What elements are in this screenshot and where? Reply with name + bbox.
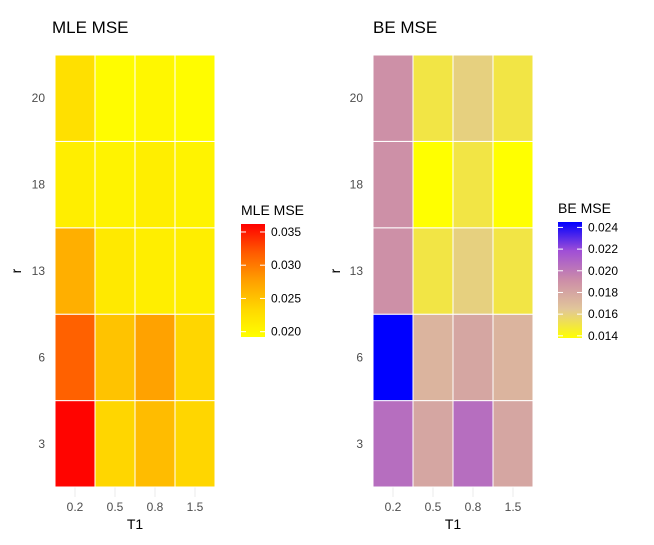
y-tick-label: 20	[32, 91, 46, 105]
heatmap-tile	[452, 313, 494, 402]
legend-tick-label: 0.030	[271, 258, 301, 272]
heatmap-tile	[94, 400, 136, 488]
legend-tick-label: 0.020	[271, 325, 301, 339]
heatmap-tile	[412, 227, 454, 315]
legend-title: MLE MSE	[241, 202, 304, 218]
heatmap-tile	[412, 54, 454, 142]
heatmap-tile	[54, 54, 96, 142]
heatmap-tile	[492, 400, 534, 488]
legend-tick-label: 0.022	[588, 242, 618, 256]
heatmap-tile	[134, 54, 176, 142]
heatmap-tile	[372, 54, 414, 142]
y-tick-label: 3	[38, 437, 45, 451]
y-tick-label: 6	[356, 350, 363, 364]
heatmap-tile	[372, 227, 414, 315]
legend-tick-label: 0.025	[271, 291, 301, 305]
y-tick-label: 18	[350, 178, 364, 192]
legend-tick-label: 0.018	[588, 285, 618, 299]
y-tick-label: 20	[350, 91, 364, 105]
legend-colorbar	[558, 222, 582, 338]
heatmap-tile	[372, 140, 414, 229]
heatmap-tile	[54, 400, 96, 488]
legend-tick-label: 0.016	[588, 307, 618, 321]
heatmap-tile	[134, 227, 176, 315]
panel-1: MLE MSE 0.2 0.5 0.8 1.5 T1 3 6 13 18 20 r MLE MSE 0.0…	[8, 18, 304, 532]
heatmap-tile	[134, 140, 176, 229]
heatmap-tile	[54, 227, 96, 315]
y-tick-label: 13	[350, 264, 364, 278]
x-tick-label: 1.5	[187, 500, 204, 514]
heatmap-tile	[174, 227, 216, 315]
heatmap-tile	[134, 400, 176, 488]
heatmap-tile	[452, 227, 494, 315]
heatmap-tile	[492, 313, 534, 402]
panel-2: BE MSE 0.2 0.5 0.8 1.5 T1 3 6 13 18 20 r BE MSE 0.024…	[327, 18, 618, 532]
x-tick-label: 0.8	[147, 500, 164, 514]
heatmap-tile	[492, 140, 534, 229]
y-axis-label: r	[327, 268, 343, 273]
x-tick-label: 0.2	[385, 500, 402, 514]
heatmap-tile	[54, 313, 96, 402]
heatmap-tile	[412, 313, 454, 402]
heatmap-tile	[492, 227, 534, 315]
heatmap-tile	[174, 54, 216, 142]
legend-tick-label: 0.035	[271, 225, 301, 239]
heatmap-tile	[412, 140, 454, 229]
legend-tick-label: 0.020	[588, 264, 618, 278]
legend-title: BE MSE	[558, 200, 611, 216]
legend-colorbar	[241, 224, 265, 337]
y-tick-label: 6	[38, 350, 45, 364]
heatmap-tile	[94, 313, 136, 402]
y-axis-label: r	[8, 268, 24, 273]
heatmap-tile	[94, 140, 136, 229]
heatmap-tile	[174, 313, 216, 402]
x-tick-label: 0.8	[465, 500, 482, 514]
heatmap-tile	[452, 400, 494, 488]
heatmap-tile	[492, 54, 534, 142]
x-tick-label: 0.2	[67, 500, 84, 514]
legend-tick-label: 0.024	[588, 220, 618, 234]
y-tick-label: 13	[32, 264, 46, 278]
heatmap-tile	[134, 313, 176, 402]
heatmap-tile	[54, 140, 96, 229]
x-axis-label: T1	[127, 516, 144, 532]
heatmap-tile	[94, 227, 136, 315]
heatmap-tile	[94, 54, 136, 142]
chart-title: MLE MSE	[52, 18, 129, 37]
heatmap-tile	[174, 140, 216, 229]
heatmap-tile	[452, 140, 494, 229]
heatmap-tile	[412, 400, 454, 488]
x-tick-label: 1.5	[505, 500, 522, 514]
heatmap-tile	[452, 54, 494, 142]
heatmap-tile	[372, 313, 414, 402]
chart-title: BE MSE	[373, 18, 437, 37]
heatmap-tile	[174, 400, 216, 488]
y-tick-label: 3	[356, 437, 363, 451]
y-tick-label: 18	[32, 178, 46, 192]
heatmap-tile	[372, 400, 414, 488]
x-axis-label: T1	[445, 516, 462, 532]
legend-tick-label: 0.014	[588, 329, 618, 343]
x-tick-label: 0.5	[107, 500, 124, 514]
x-tick-label: 0.5	[425, 500, 442, 514]
